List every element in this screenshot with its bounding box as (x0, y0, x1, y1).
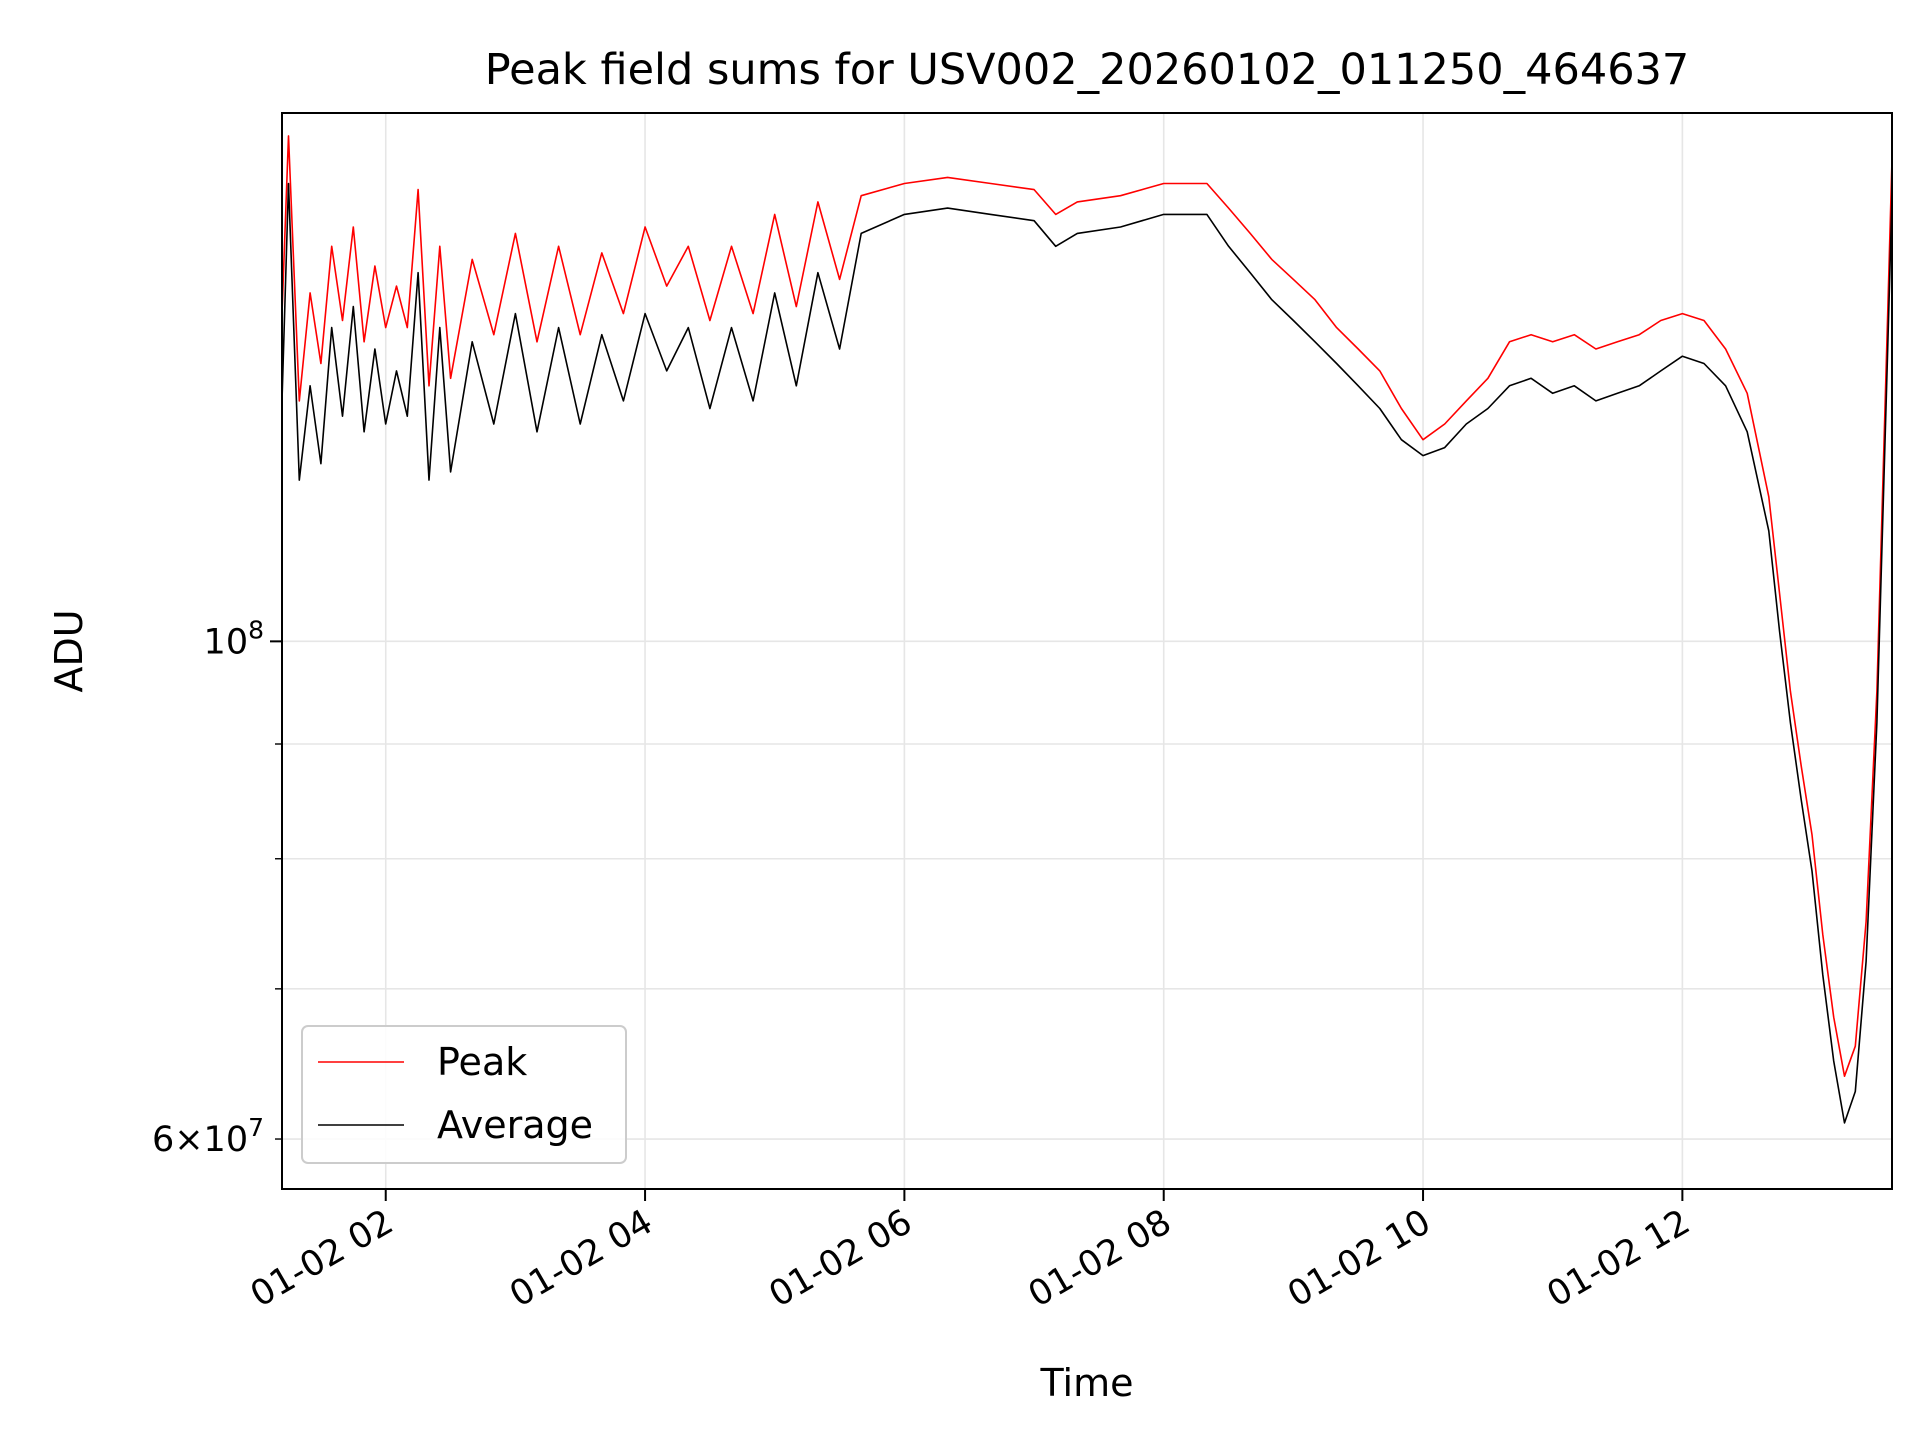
x-tick-label: 01-02 08 (1022, 1202, 1178, 1315)
x-tick-label: 01-02 10 (1281, 1202, 1437, 1315)
x-tick-label: 01-02 06 (763, 1202, 919, 1315)
y-axis-label: ADU (47, 609, 91, 692)
series-line-average (281, 182, 1893, 1124)
x-axis-label: Time (1040, 1361, 1134, 1405)
y-axis-ticks: 108 6×107 (152, 615, 282, 1160)
chart-title: Peak field sums for USV002_20260102_0112… (485, 45, 1690, 95)
legend-box (301, 1025, 627, 1164)
x-axis-ticks: 01-02 02 01-02 04 01-02 06 01-02 08 01-02 10… (244, 1189, 1697, 1315)
y-tick-label: 6×107 (152, 1113, 264, 1160)
x-tick-label: 01-02 12 (1541, 1202, 1697, 1315)
legend-average-label: Average (437, 1103, 593, 1147)
plot-series (281, 135, 1893, 1124)
y-tick-label: 108 (204, 615, 264, 662)
series-line-peak (281, 135, 1893, 1077)
grid (282, 113, 1892, 1189)
legend: Peak Average (301, 1025, 627, 1164)
x-tick-label: 01-02 02 (244, 1202, 400, 1315)
plot-frame (281, 112, 1893, 1190)
legend-peak-label: Peak (437, 1040, 527, 1084)
x-tick-label: 01-02 04 (503, 1202, 659, 1315)
